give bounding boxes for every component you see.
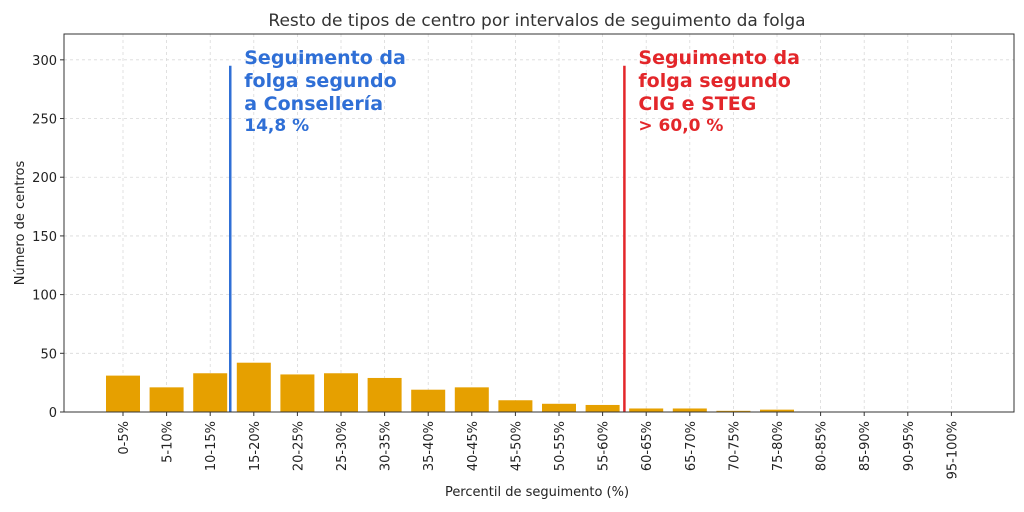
y-tick-label: 300 xyxy=(32,54,57,69)
annotation-text-cig-steg: CIG e STEG xyxy=(638,93,756,115)
x-tick-label: 10-15% xyxy=(204,421,219,471)
bar-20-25% xyxy=(280,374,315,412)
x-tick-label: 95-100% xyxy=(945,421,960,479)
bar-55-60% xyxy=(585,404,620,412)
y-axis-label: Número de centros xyxy=(13,161,28,286)
x-tick-label: 45-50% xyxy=(509,421,524,471)
y-tick-label: 250 xyxy=(32,113,57,128)
x-tick-label: 30-35% xyxy=(379,421,394,471)
x-tick-label: 65-70% xyxy=(684,421,699,471)
x-tick-label: 15-20% xyxy=(248,421,263,471)
annotation-text-conselleria: a Consellería xyxy=(244,93,383,115)
bar-10-15% xyxy=(193,373,228,412)
x-tick-label: 80-85% xyxy=(815,421,830,471)
bar-35-40% xyxy=(411,389,446,412)
x-tick-label: 20-25% xyxy=(291,421,306,471)
bar-0-5% xyxy=(106,375,140,412)
bar-25-30% xyxy=(324,373,358,412)
y-tick-label: 100 xyxy=(32,289,57,304)
bar-75-80% xyxy=(760,409,794,412)
grid xyxy=(64,34,1014,413)
x-tick-label: 75-80% xyxy=(771,421,786,471)
bar-5-10% xyxy=(149,387,184,412)
annotation-value-conselleria: 14,8 % xyxy=(244,116,309,136)
x-tick-label: 25-30% xyxy=(335,421,350,471)
x-tick-label: 70-75% xyxy=(727,421,742,471)
y-tick-label: 0 xyxy=(49,406,57,421)
bar-70-75% xyxy=(716,410,751,412)
bar-45-50% xyxy=(498,400,533,412)
y-tick-label: 200 xyxy=(32,171,57,186)
x-tick-label: 60-65% xyxy=(640,421,655,471)
bar-30-35% xyxy=(367,377,402,412)
chart-title: Resto de tipos de centro por intervalos … xyxy=(268,11,805,31)
annotation-text-cig-steg: folga segundo xyxy=(638,70,790,92)
x-tick-label: 40-45% xyxy=(466,421,481,471)
bars xyxy=(106,362,794,412)
x-tick-label: 55-60% xyxy=(597,421,612,471)
x-tick-label: 0-5% xyxy=(117,421,132,455)
bar-65-70% xyxy=(672,408,707,412)
annotation-text-cig-steg: Seguimento da xyxy=(638,47,800,69)
x-tick-label: 50-55% xyxy=(553,421,568,471)
bar-60-65% xyxy=(629,408,664,412)
y-tick-label: 150 xyxy=(32,230,57,245)
axes: 0 50 100 150 200 250 300 0-5% 5-10% 10-15% 15-20% 2… xyxy=(32,33,1015,479)
x-tick-label: 85-90% xyxy=(858,421,873,471)
y-tick-label: 50 xyxy=(40,347,57,362)
annotation-value-cig-steg: > 60,0 % xyxy=(638,116,723,136)
annotation-text-conselleria: folga segundo xyxy=(244,70,396,92)
bar-50-55% xyxy=(542,403,576,412)
x-tick-label: 90-95% xyxy=(902,421,917,471)
annotation-text-conselleria: Seguimento da xyxy=(244,47,406,69)
bar-15-20% xyxy=(236,362,271,412)
plot-frame xyxy=(63,33,1015,413)
bar-40-45% xyxy=(454,387,489,412)
x-tick-label: 35-40% xyxy=(422,421,437,471)
x-axis-label: Percentil de seguimento (%) xyxy=(445,485,629,500)
x-tick-label: 5-10% xyxy=(161,421,176,463)
